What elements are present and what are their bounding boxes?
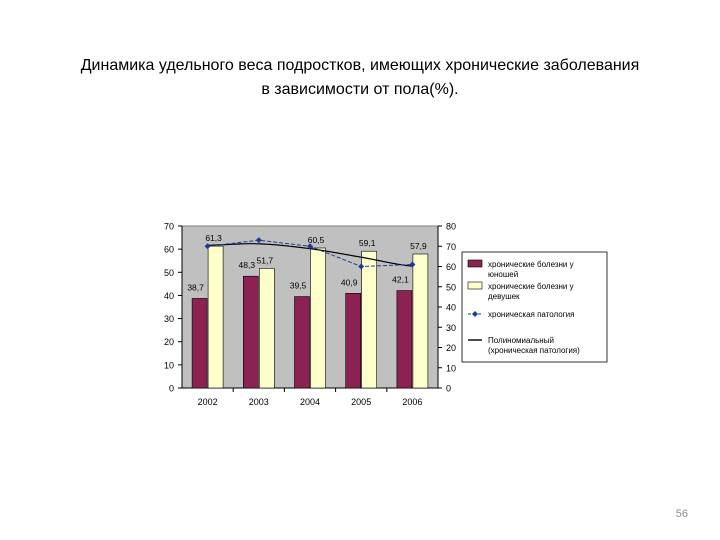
point-chronic-pathology (409, 261, 416, 268)
bar-boys (294, 296, 310, 389)
y-right-tick-label: 30 (446, 323, 456, 333)
title-line-1: Динамика удельного веса подростков, имею… (80, 57, 640, 74)
data-label-boys: 42,1 (392, 275, 409, 285)
data-label-girls: 57,9 (410, 241, 427, 251)
data-label-boys: 48,3 (239, 260, 256, 270)
y-right-tick-label: 0 (446, 384, 451, 394)
y-left-tick-label: 10 (164, 360, 174, 370)
legend-box (461, 251, 608, 363)
point-chronic-pathology (358, 263, 365, 270)
y-right-tick-label: 10 (446, 363, 456, 373)
legend-label: (хроническая патология) (488, 346, 580, 355)
y-left-tick-label: 40 (164, 291, 174, 301)
bar-boys (191, 298, 208, 389)
point-chronic-pathology (255, 237, 262, 244)
data-label-girls: 59,1 (359, 238, 376, 248)
data-label-girls: 61,3 (205, 233, 222, 243)
bar-girls (361, 250, 378, 389)
x-tick-label: 2005 (351, 397, 371, 407)
plot-area (181, 225, 439, 389)
bar-boys (396, 290, 413, 389)
slide-title: Динамика удельного веса подростков, имею… (0, 54, 720, 102)
y-left-tick-label: 20 (164, 337, 174, 347)
y-left-tick-label: 0 (169, 384, 174, 394)
legend-swatch (467, 281, 483, 290)
point-chronic-pathology (307, 243, 313, 250)
y-right-tick-label: 60 (446, 262, 456, 272)
y-left-tick-label: 30 (164, 314, 174, 324)
legend-label: девушек (488, 292, 520, 301)
page-number: 56 (675, 508, 688, 520)
legend-label: хронические болезни у (488, 282, 574, 291)
legend-label: Полиномиальный (488, 336, 554, 345)
x-tick-label: 2006 (402, 397, 422, 407)
y-right-tick-label: 70 (446, 242, 456, 252)
legend-label: хронические болезни у (488, 260, 574, 269)
title-line-2: в зависимости от пола(%). (261, 81, 459, 98)
data-label-girls: 51,7 (257, 255, 274, 265)
x-tick-label: 2002 (198, 397, 218, 407)
y-right-tick-label: 20 (446, 343, 456, 353)
data-label-girls: 60,5 (308, 235, 325, 245)
y-right-tick-label: 50 (446, 282, 456, 292)
bar-girls (412, 253, 429, 389)
data-label-boys: 39,5 (290, 281, 307, 291)
bar-boys (243, 275, 259, 389)
data-label-boys: 38,7 (187, 282, 204, 292)
bar-girls (207, 245, 224, 389)
legend-marker (472, 311, 478, 317)
bar-boys (345, 293, 362, 389)
y-right-tick-label: 40 (446, 303, 456, 313)
bar-girls (258, 268, 275, 389)
legend-swatch (467, 259, 483, 268)
legend-label: юношей (488, 270, 518, 279)
legend-label: хроническая патология (488, 310, 574, 319)
data-label-boys: 40,9 (341, 277, 358, 287)
y-left-tick-label: 60 (164, 245, 174, 255)
point-chronic-pathology (204, 243, 211, 250)
y-left-tick-label: 70 (164, 222, 174, 232)
x-tick-label: 2004 (300, 397, 320, 407)
bar-girls (310, 247, 326, 389)
y-left-tick-label: 50 (164, 268, 174, 278)
y-right-tick-label: 80 (446, 222, 456, 232)
x-tick-label: 2003 (249, 397, 269, 407)
